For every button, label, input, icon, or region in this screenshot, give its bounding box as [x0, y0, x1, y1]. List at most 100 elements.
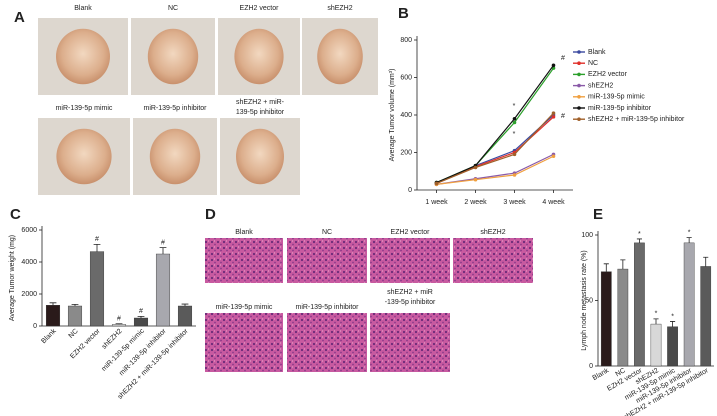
- y-tick-label: 800: [400, 37, 412, 44]
- error-bar: [71, 304, 79, 306]
- error-bar: [620, 259, 626, 270]
- image-label: shEZH2 + miR: [387, 289, 433, 296]
- x-tick-label: NC: [615, 367, 627, 378]
- image-label: shEZH2 + miR-: [236, 99, 285, 106]
- bar: [683, 242, 695, 367]
- legend-marker: [577, 61, 581, 65]
- y-tick-label: 100: [581, 232, 593, 239]
- tumor: [56, 128, 112, 185]
- annotation: #: [561, 55, 565, 62]
- legend-label: miR-139-5p mimic: [588, 94, 645, 101]
- point: [434, 181, 439, 186]
- legend-marker: [577, 95, 581, 99]
- legend-label: Blank: [588, 49, 606, 56]
- bar: [133, 317, 149, 327]
- error-bar: [670, 321, 676, 327]
- bar: [45, 305, 61, 327]
- legend-label: EZH2 vector: [588, 71, 628, 78]
- legend-label: shEZH2 + miR-139-5p inhibitor: [588, 116, 685, 123]
- image-label: Blank: [74, 5, 92, 12]
- series-line: [436, 114, 554, 184]
- significance-mark: #: [139, 308, 143, 315]
- y-tick-label: 4000: [21, 259, 37, 266]
- histology-image: [370, 238, 450, 283]
- error-bar: [653, 318, 659, 325]
- error-bar: [686, 237, 692, 243]
- series-line: [436, 112, 554, 184]
- y-tick-label: 600: [400, 74, 412, 81]
- panel-letter: E: [593, 206, 603, 223]
- bar: [155, 253, 171, 327]
- error-bar: [703, 256, 709, 267]
- image-label: EZH2 vector: [240, 5, 280, 12]
- significance-mark: #: [161, 239, 165, 246]
- significance-mark: #: [95, 236, 99, 243]
- y-tick-label: 0: [408, 187, 412, 194]
- tumor: [56, 28, 110, 85]
- error-bar: [115, 323, 123, 325]
- error-bar: [159, 247, 167, 254]
- error-bar: [49, 302, 57, 306]
- bar: [634, 242, 645, 367]
- image-label: Blank: [235, 229, 253, 236]
- error-bar: [93, 244, 101, 252]
- legend-marker: [577, 72, 581, 77]
- error-bar: [636, 238, 642, 243]
- series-line: [436, 155, 554, 185]
- annotation: #: [561, 113, 565, 120]
- image-label: EZH2 vector: [391, 229, 431, 236]
- tumor: [234, 28, 284, 85]
- legend-marker: [577, 106, 581, 110]
- histology-image: [287, 313, 367, 372]
- bar: [667, 326, 678, 367]
- point: [473, 177, 478, 182]
- point: [551, 115, 556, 119]
- bar: [89, 251, 105, 327]
- series-line: [436, 153, 554, 185]
- image-label: NC: [168, 5, 178, 12]
- point: [512, 173, 517, 177]
- legend-label: shEZH2: [588, 82, 613, 89]
- histology-image: [205, 313, 283, 372]
- x-tick-label: NC: [68, 328, 80, 340]
- image-label: NC: [322, 229, 332, 236]
- y-tick-label: 2000: [21, 291, 37, 298]
- x-tick-label: Blank: [592, 367, 611, 382]
- image-label: miR-139-5p inhibitor: [295, 304, 359, 311]
- legend-label: NC: [588, 60, 598, 67]
- error-bar: [137, 316, 145, 318]
- histology-image: [205, 238, 283, 283]
- series-line: [436, 64, 554, 184]
- histology-image: [453, 238, 533, 283]
- point: [551, 154, 556, 159]
- y-tick-label: 0: [33, 323, 37, 330]
- y-axis-label: Lymph node metastasis rate (%): [581, 250, 588, 351]
- legend-marker: [577, 50, 581, 54]
- y-tick-label: 200: [400, 149, 412, 156]
- annotation: *: [513, 103, 516, 110]
- tumor: [236, 128, 284, 185]
- annotation: *: [513, 131, 516, 138]
- x-tick-label: 4 week: [542, 199, 565, 206]
- y-tick-label: 400: [400, 112, 412, 119]
- x-tick-label: 3 week: [503, 199, 526, 206]
- x-tick-label: 1 week: [425, 199, 448, 206]
- panel-letter: C: [10, 206, 21, 223]
- significance-mark: *: [638, 231, 641, 238]
- x-tick-label: Blank: [40, 327, 58, 345]
- bar: [700, 266, 712, 367]
- point: [512, 116, 517, 121]
- bar: [67, 305, 83, 327]
- image-label: miR-139-5p inhibitor: [143, 105, 207, 112]
- legend-marker: [577, 83, 581, 88]
- image-label: shEZH2: [480, 229, 505, 236]
- image-label: 139-5p inhibitor: [236, 109, 285, 116]
- histology-image: [370, 313, 450, 372]
- image-label: -139-5p inhibitor: [385, 299, 436, 306]
- y-tick-label: 50: [585, 297, 593, 304]
- image-label: shEZH2: [327, 5, 352, 12]
- panel-letter: A: [14, 9, 25, 26]
- error-bar: [181, 303, 189, 306]
